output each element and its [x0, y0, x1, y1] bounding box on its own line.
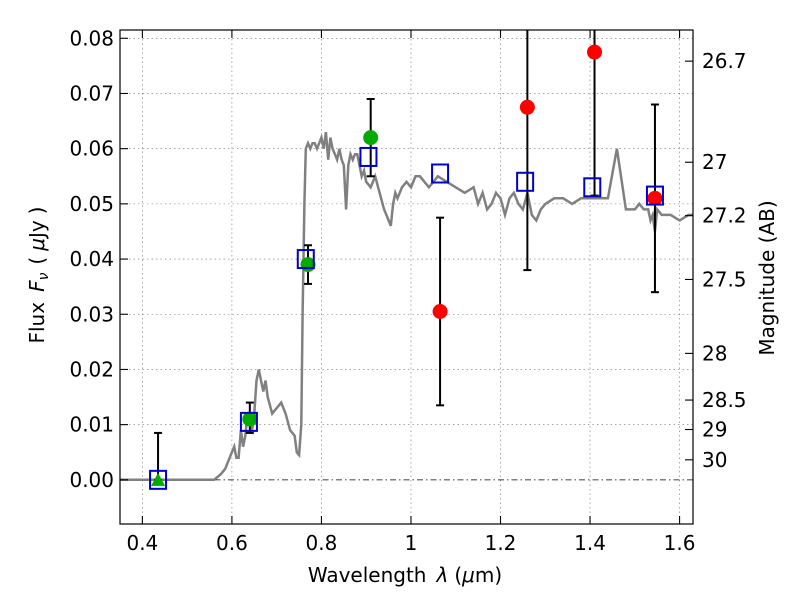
- magnitude-tick-labels: 26.7 27 27.2 27.5 28 28.5 29 30: [702, 49, 747, 472]
- y-tick-label: 0.02: [69, 357, 114, 381]
- magnitude-tick-label: 30: [702, 448, 727, 472]
- y-tick-label: 0.01: [69, 413, 114, 437]
- observed-points: [151, 44, 663, 486]
- magnitude-tick-label: 28: [702, 341, 727, 365]
- y-axis-label: FluxFν(μJy): [25, 206, 52, 343]
- x-tick-label: 0.6: [216, 531, 248, 555]
- grid-lines: [120, 30, 693, 524]
- model-flux-box: [359, 146, 378, 167]
- y-tick-labels: 0.00 0.01 0.02 0.03 0.04 0.05 0.06 0.07 0.08: [69, 26, 114, 492]
- magnitude-tick-label: 27.5: [702, 267, 747, 291]
- model-flux-box: [296, 249, 315, 270]
- magnitude-tick-label: 29: [702, 418, 727, 442]
- observed-point: [363, 130, 379, 146]
- model-spectrum-line: [120, 131, 693, 482]
- magnitude-tick-label: 28.5: [702, 388, 747, 412]
- axis-ticks: [120, 30, 693, 524]
- model-flux-box: [645, 185, 664, 206]
- magnitude-tick-label: 27: [702, 150, 727, 174]
- x-tick-label: 1.6: [664, 531, 696, 555]
- observed-point: [519, 99, 535, 115]
- observed-point: [242, 411, 258, 427]
- model-flux-box: [149, 469, 168, 490]
- x-tick-label: 1.2: [485, 531, 517, 555]
- x-tick-label: 1.4: [574, 531, 606, 555]
- y-tick-label: 0.00: [69, 468, 114, 492]
- y-tick-label: 0.03: [69, 302, 114, 326]
- model-flux-box: [583, 177, 602, 198]
- x-tick-label: 0.4: [126, 531, 158, 555]
- model-flux-box: [431, 163, 450, 184]
- y-tick-label: 0.06: [69, 137, 114, 161]
- x-axis-label: Wavelength λ (μm): [308, 563, 502, 587]
- observed-point: [587, 44, 603, 60]
- x-tick-labels: 0.4 0.6 0.8 1 1.2 1.4 1.6: [126, 531, 695, 555]
- magnitude-tick-label: 26.7: [702, 49, 747, 73]
- model-flux-box: [516, 171, 535, 192]
- magnitude-tick-label: 27.2: [702, 204, 747, 228]
- plot-frame: [119, 29, 694, 525]
- error-bars: [154, 30, 659, 481]
- observed-point-upper-limit: [151, 472, 166, 486]
- model-flux-box: [239, 411, 258, 432]
- x-tick-label: 1: [405, 531, 418, 555]
- y-tick-label: 0.08: [69, 26, 114, 50]
- observed-point: [432, 303, 448, 319]
- y-tick-label: 0.07: [69, 81, 114, 105]
- y-tick-label: 0.05: [69, 192, 114, 216]
- y-tick-label: 0.04: [69, 247, 114, 271]
- observed-point: [647, 190, 663, 206]
- model-band-flux-boxes: [149, 146, 664, 490]
- magnitude-axis-label: Magnitude (AB): [755, 200, 779, 355]
- x-tick-label: 0.8: [306, 531, 338, 555]
